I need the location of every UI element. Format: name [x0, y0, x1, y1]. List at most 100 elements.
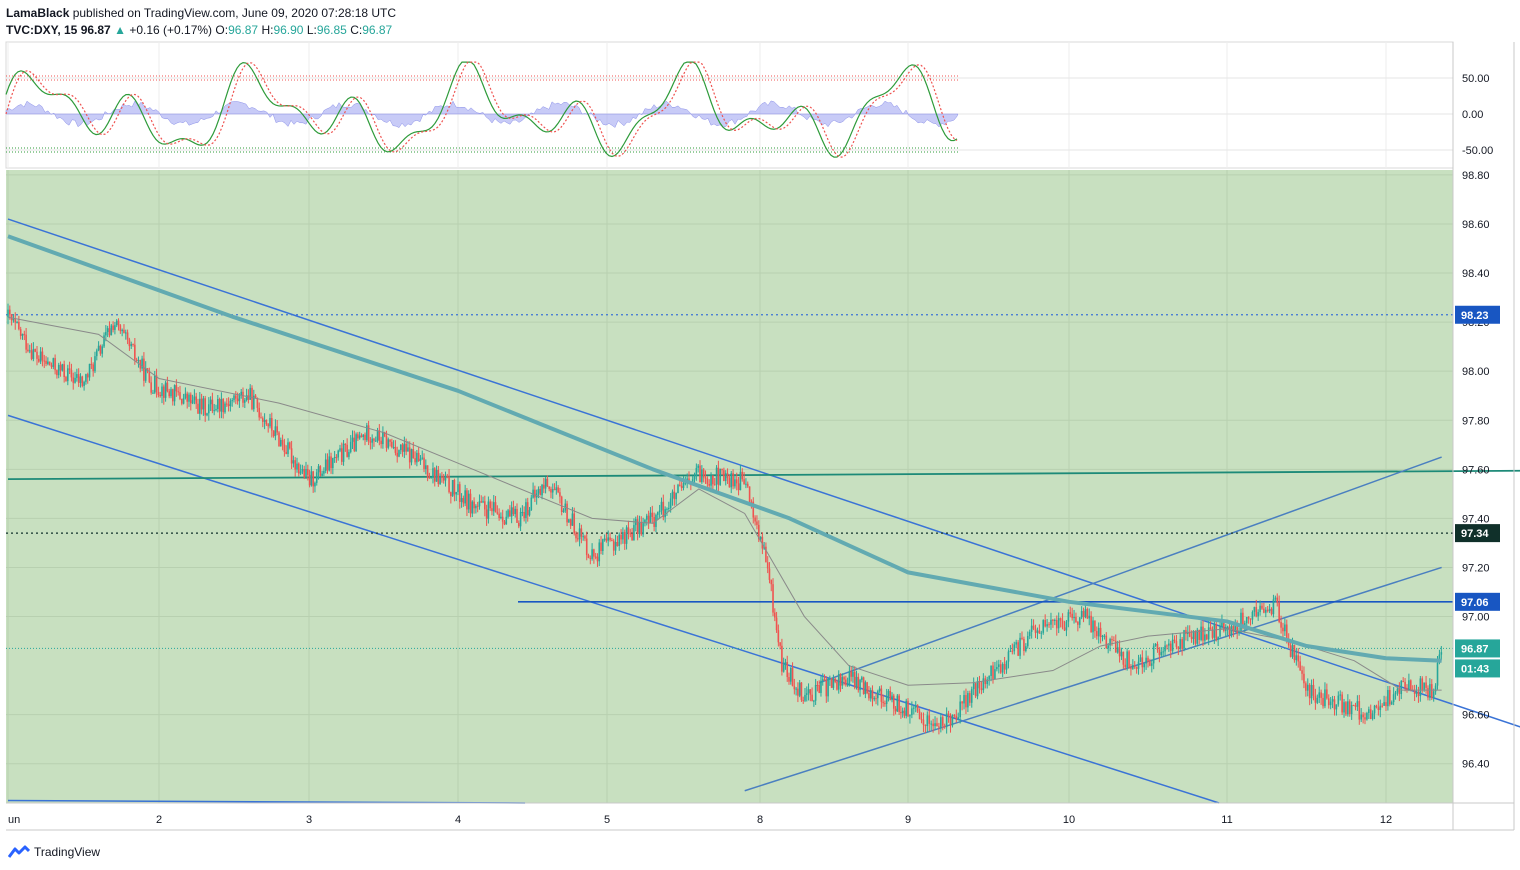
- candle-body-534: [972, 683, 975, 690]
- candle-body-138: [256, 397, 259, 408]
- candle-body-615: [1128, 651, 1130, 668]
- candle-body-40: [79, 376, 82, 383]
- candle-body-338: [614, 542, 617, 551]
- candle-body-647: [1188, 632, 1191, 637]
- candle-body-225: [412, 449, 415, 459]
- candle-body-687: [1264, 609, 1267, 613]
- candle-body-60: [115, 320, 118, 326]
- candle-body-672: [1236, 623, 1238, 633]
- candle-body-300: [546, 478, 549, 487]
- candle-body-122: [227, 404, 230, 407]
- candle-body-160: [296, 463, 298, 470]
- candle-body-20: [43, 360, 46, 362]
- candle-body-650: [1194, 631, 1197, 644]
- candle-body-743: [1371, 713, 1374, 719]
- candle-body-437: [795, 688, 797, 690]
- candle-body-78: [148, 371, 151, 383]
- candle-body-352: [640, 522, 643, 535]
- candle-body-62: [119, 325, 122, 332]
- candle-body-85: [161, 386, 163, 396]
- price-tag-label-mid-dotted: 97.34: [1461, 528, 1489, 540]
- candle-body-270: [492, 502, 495, 512]
- candle-body-771: [1425, 682, 1427, 688]
- candle-body-624: [1145, 657, 1147, 664]
- candle-body-409: [745, 483, 747, 485]
- candle-body-476: [864, 682, 867, 695]
- candle-body-434: [789, 667, 792, 682]
- candle-body-350: [636, 519, 639, 535]
- candle-body-275: [501, 516, 504, 522]
- candle-body-354: [644, 519, 646, 524]
- candle-body-579: [1059, 618, 1062, 621]
- candle-body-629: [1154, 643, 1157, 646]
- candle-body-506: [918, 711, 921, 720]
- candle-body-376: [684, 482, 687, 484]
- candle-body-201: [369, 441, 372, 443]
- candle-body-141: [262, 418, 264, 422]
- candle-body-256: [467, 493, 470, 510]
- candle-body-761: [1406, 687, 1408, 691]
- symbol-name[interactable]: TVC:DXY, 15: [6, 23, 78, 37]
- candle-body-723: [1333, 699, 1336, 710]
- candle-body-571: [1044, 620, 1046, 627]
- candle-body-456: [829, 678, 831, 680]
- candle-body-174: [321, 473, 323, 476]
- candle-body-554: [1011, 650, 1014, 652]
- candle-body-121: [226, 403, 228, 405]
- candle-body-395: [719, 468, 722, 485]
- candle-body-120: [224, 403, 226, 413]
- candle-body-602: [1103, 635, 1106, 637]
- candle-body-31: [63, 364, 65, 377]
- author-name[interactable]: LamaBlack: [6, 6, 70, 20]
- candle-body-381: [693, 476, 696, 480]
- up-arrow-icon: ▲: [114, 23, 126, 37]
- candle-body-2: [10, 314, 13, 321]
- candle-body-21: [45, 360, 47, 364]
- candle-body-424: [772, 584, 774, 613]
- candle-body-463: [841, 677, 844, 686]
- candle-body-154: [285, 451, 287, 454]
- candle-body-188: [346, 444, 348, 457]
- candle-body-535: [974, 683, 977, 697]
- candle-body-703: [1295, 655, 1298, 661]
- candle-body-368: [669, 498, 672, 508]
- candle-body-102: [191, 400, 194, 404]
- time-tick-3: 3: [306, 814, 312, 826]
- candle-body-578: [1057, 618, 1060, 629]
- footer-brand[interactable]: TradingView: [8, 843, 100, 861]
- candle-body-435: [791, 667, 794, 687]
- candle-body-99: [186, 393, 188, 402]
- candle-body-586: [1073, 617, 1075, 619]
- candle-body-487: [884, 703, 886, 705]
- candle-body-39: [77, 374, 80, 383]
- candle-body-393: [715, 467, 718, 485]
- candle-body-519: [943, 725, 946, 728]
- candle-body-490: [889, 690, 892, 701]
- candle-body-28: [57, 364, 60, 376]
- candle-body-551: [1005, 661, 1008, 670]
- candle-body-525: [955, 715, 958, 720]
- osc-tick-0.00: 0.00: [1462, 109, 1483, 121]
- candle-body-371: [675, 493, 677, 500]
- candle-body-374: [680, 485, 683, 488]
- candle-body-392: [713, 484, 716, 486]
- candle-body-450: [818, 685, 820, 693]
- candle-body-655: [1204, 634, 1206, 641]
- candle-body-626: [1149, 661, 1151, 666]
- candle-body-100: [188, 394, 190, 402]
- candle-body-727: [1341, 694, 1343, 713]
- candle-body-756: [1396, 688, 1399, 693]
- candle-body-581: [1063, 627, 1066, 631]
- candle-body-193: [355, 434, 357, 451]
- price-tag-resistance-dotted: [1455, 305, 1500, 324]
- candle-body-137: [254, 395, 257, 398]
- candle-body-736: [1358, 701, 1361, 720]
- candle-body-459: [834, 678, 836, 682]
- candle-body-481: [873, 698, 876, 700]
- candle-body-167: [308, 474, 311, 486]
- candle-body-313: [569, 519, 572, 526]
- candle-body-744: [1373, 705, 1376, 714]
- candle-body-737: [1360, 714, 1362, 720]
- candle-body-257: [469, 493, 472, 514]
